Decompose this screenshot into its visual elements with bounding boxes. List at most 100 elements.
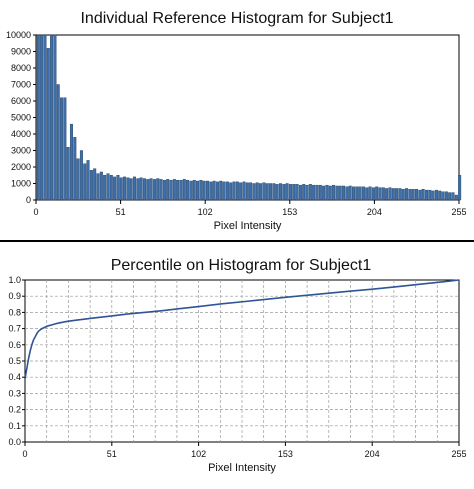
histogram-bar bbox=[388, 187, 392, 201]
histogram-ytick-label: 8000 bbox=[11, 63, 31, 73]
histogram-bar bbox=[166, 179, 170, 201]
histogram-bar bbox=[225, 181, 229, 201]
histogram-xtick-label: 0 bbox=[33, 207, 38, 217]
percentile-xlabel: Pixel Intensity bbox=[208, 462, 276, 474]
histogram-bar bbox=[312, 184, 316, 201]
percentile-ytick-label: 0.3 bbox=[8, 388, 21, 398]
histogram-bar bbox=[444, 191, 448, 201]
histogram-bar bbox=[328, 185, 332, 201]
percentile-ytick-label: 0.4 bbox=[8, 372, 21, 382]
histogram-bar bbox=[113, 176, 117, 201]
histogram-bar bbox=[169, 179, 173, 201]
percentile-ytick-label: 0.8 bbox=[8, 307, 21, 317]
histogram-ytick-label: 2000 bbox=[11, 162, 31, 172]
histogram-bar bbox=[288, 184, 292, 201]
histogram-bar bbox=[385, 188, 389, 201]
histogram-bar bbox=[262, 182, 266, 201]
histogram-bar bbox=[73, 137, 77, 201]
histogram-bar bbox=[249, 182, 253, 201]
histogram-bar bbox=[129, 178, 133, 201]
histogram-bar bbox=[66, 146, 70, 201]
histogram-bar bbox=[265, 183, 269, 201]
percentile-ytick-label: 0.6 bbox=[8, 340, 21, 350]
histogram-bar bbox=[43, 34, 47, 201]
histogram-bar bbox=[63, 97, 67, 201]
histogram-bar bbox=[142, 178, 146, 201]
histogram-bar bbox=[391, 188, 395, 201]
histogram-bar bbox=[428, 189, 432, 201]
histogram-xtick-label: 51 bbox=[116, 207, 126, 217]
histogram-bar bbox=[172, 179, 176, 201]
percentile-xtick-label: 0 bbox=[22, 449, 27, 459]
histogram-bar bbox=[325, 184, 329, 201]
histogram-bar bbox=[205, 180, 209, 201]
histogram-bar bbox=[152, 179, 156, 201]
histogram-ytick-label: 10000 bbox=[6, 30, 31, 40]
histogram-bar bbox=[232, 181, 236, 201]
histogram-bar bbox=[99, 171, 103, 201]
histogram-bar bbox=[448, 192, 452, 201]
histogram-bar bbox=[79, 150, 83, 201]
histogram-bar bbox=[378, 187, 382, 201]
histogram-bar bbox=[395, 188, 399, 201]
histogram-bar bbox=[36, 34, 40, 201]
histogram-bar bbox=[335, 185, 339, 201]
percentile-ytick-label: 1.0 bbox=[8, 275, 21, 285]
histogram-bar bbox=[259, 183, 263, 201]
histogram-bar bbox=[318, 184, 322, 201]
histogram-bar bbox=[441, 191, 445, 201]
percentile-ytick-label: 0.0 bbox=[8, 437, 21, 447]
histogram-xtick-label: 204 bbox=[367, 207, 382, 217]
histogram-bar bbox=[454, 194, 458, 201]
histogram-bar bbox=[345, 186, 349, 201]
histogram-bar bbox=[361, 186, 365, 201]
percentile-xtick-label: 153 bbox=[278, 449, 293, 459]
histogram-chart: Individual Reference Histogram for Subje… bbox=[6, 10, 467, 232]
histogram-xtick-label: 153 bbox=[282, 207, 297, 217]
percentile-title: Percentile on Histogram for Subject1 bbox=[111, 257, 372, 274]
histogram-bar bbox=[278, 183, 282, 201]
histogram-ytick-label: 6000 bbox=[11, 96, 31, 106]
histogram-bar bbox=[315, 184, 319, 201]
histogram-ytick-label: 0 bbox=[26, 195, 31, 205]
histogram-bar bbox=[368, 186, 372, 201]
histogram-bar bbox=[192, 179, 196, 201]
histogram-bar bbox=[418, 189, 422, 201]
histogram-bar bbox=[212, 180, 216, 201]
histogram-bar bbox=[136, 178, 140, 201]
histogram-xlabel: Pixel Intensity bbox=[214, 220, 282, 232]
histogram-bar bbox=[123, 176, 127, 201]
histogram-bar bbox=[308, 184, 312, 201]
histogram-bar bbox=[89, 170, 93, 201]
histogram-bar bbox=[405, 188, 409, 201]
histogram-bar bbox=[255, 182, 259, 201]
percentile-ytick-label: 0.2 bbox=[8, 405, 21, 415]
percentile-chart: Percentile on Histogram for Subject1 0.0… bbox=[8, 257, 466, 474]
histogram-bar bbox=[371, 187, 375, 201]
histogram-bar bbox=[408, 189, 412, 201]
percentile-grid bbox=[25, 280, 459, 442]
histogram-bar bbox=[239, 182, 243, 201]
histogram-bar bbox=[119, 177, 123, 201]
histogram-bar bbox=[411, 189, 415, 201]
histogram-bar bbox=[424, 189, 428, 201]
histogram-bar bbox=[202, 180, 206, 201]
histogram-bar bbox=[434, 189, 438, 201]
histogram-bar bbox=[56, 84, 60, 201]
histogram-title: Individual Reference Histogram for Subje… bbox=[80, 10, 393, 27]
histogram-bar bbox=[96, 173, 100, 201]
histogram-bar bbox=[322, 185, 326, 201]
histogram-bar bbox=[415, 189, 419, 201]
histogram-bar bbox=[285, 183, 289, 201]
histogram-bar bbox=[242, 181, 246, 201]
histogram-bar bbox=[146, 179, 150, 201]
histogram-axis-ticks: 0 1000 2000 3000 4000 5000 6000 7000 8000 9000 100… bbox=[6, 30, 467, 217]
histogram-bar bbox=[298, 184, 302, 201]
histogram-ytick-label: 9000 bbox=[11, 47, 31, 57]
histogram-bar bbox=[186, 179, 190, 201]
histogram-bar bbox=[215, 181, 219, 201]
histogram-plot-area bbox=[35, 34, 460, 201]
histogram-bar bbox=[295, 184, 299, 201]
histogram-bar bbox=[133, 176, 137, 201]
histogram-bar bbox=[342, 185, 346, 201]
